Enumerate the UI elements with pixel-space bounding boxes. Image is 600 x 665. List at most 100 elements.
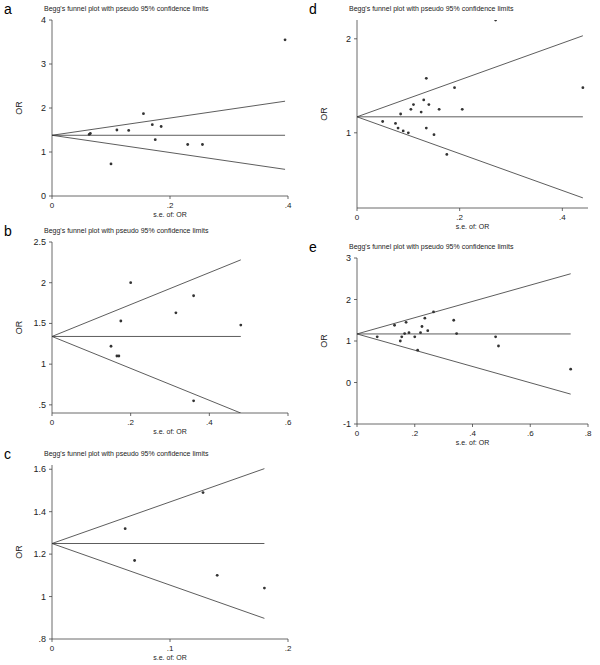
panel: bBegg's funnel plot with pseudo 95% conf…: [4, 223, 292, 435]
title: Begg's funnel plot with pseudo 95% confi…: [44, 5, 209, 13]
y-tick-label: 0: [41, 191, 46, 201]
x-tick: [288, 413, 289, 416]
point: [142, 112, 145, 115]
point: [133, 559, 136, 562]
y-tick: [49, 152, 52, 153]
x-axis-label: s.e. of: OR: [456, 439, 489, 446]
y-axis-label: OR: [319, 107, 329, 121]
point: [399, 113, 402, 116]
y-tick: [49, 242, 52, 243]
y-tick: [49, 511, 52, 512]
x-tick: [562, 208, 563, 211]
point: [494, 20, 497, 21]
y-axis-label: OR: [319, 334, 329, 348]
point: [581, 86, 584, 89]
y-tick-label: -1: [343, 419, 351, 429]
point: [427, 103, 430, 106]
x-tick-label: .2: [411, 429, 418, 438]
point: [175, 311, 178, 314]
y-tick: [354, 299, 357, 300]
y-tick: [49, 108, 52, 109]
point: [127, 129, 130, 132]
y-tick-label: 2: [346, 34, 351, 44]
point: [569, 368, 572, 371]
y-axis-label: OR: [14, 101, 24, 115]
y-tick: [49, 639, 52, 640]
point: [119, 320, 122, 323]
y-tick: [49, 64, 52, 65]
point: [399, 340, 402, 343]
point: [408, 331, 411, 334]
x-tick: [288, 639, 289, 642]
pooled-line: [52, 336, 241, 337]
x-tick-label: .2: [167, 201, 174, 210]
point: [423, 317, 426, 320]
y-tick: [354, 132, 357, 133]
y-axis: [52, 465, 53, 639]
point: [416, 349, 419, 352]
x-axis: [357, 208, 588, 209]
y-tick: [49, 20, 52, 21]
point: [397, 127, 400, 130]
upper-limit: [52, 469, 264, 544]
y-tick-label: 1.6: [33, 464, 46, 474]
title: Begg's funnel plot with pseudo 95% confi…: [349, 243, 514, 251]
point: [192, 399, 195, 402]
point: [426, 329, 429, 332]
point: [412, 103, 415, 106]
title: Begg's funnel plot with pseudo 95% confi…: [44, 227, 209, 235]
panel: a Begg's funnel plot with pseudo 95% conf…: [4, 1, 292, 218]
point: [452, 319, 455, 322]
point: [407, 131, 410, 134]
y-tick: [49, 323, 52, 324]
x-tick: [209, 413, 210, 416]
y-tick-label: 1: [41, 147, 46, 157]
lower-limit: [52, 336, 241, 413]
y-tick-label: 3: [41, 59, 46, 69]
point: [413, 335, 416, 338]
y-tick-label: 1: [346, 336, 351, 346]
lower-limit: [357, 334, 571, 394]
x-tick-label: .4: [559, 213, 566, 222]
y-tick-label: 1.4: [33, 507, 46, 517]
point: [89, 132, 92, 135]
point: [433, 133, 436, 136]
y-tick: [354, 38, 357, 39]
x-tick-label: 0: [50, 644, 55, 653]
point: [432, 311, 435, 314]
point: [445, 153, 448, 156]
x-tick-label: .2: [285, 644, 292, 653]
point: [117, 355, 120, 358]
y-tick: [354, 382, 357, 383]
x-tick-label: .6: [285, 418, 292, 427]
y-tick-label: 2: [346, 295, 351, 305]
lower-limit: [52, 135, 285, 169]
point: [381, 120, 384, 123]
x-tick: [459, 208, 460, 211]
point: [393, 324, 396, 327]
point: [110, 345, 113, 348]
x-tick: [414, 424, 415, 427]
panel-label: d: [309, 1, 317, 17]
y-tick: [49, 554, 52, 555]
point: [400, 335, 403, 338]
panel-label: a: [4, 1, 12, 17]
x-tick: [170, 639, 171, 642]
point: [453, 86, 456, 89]
y-axis-label: OR: [14, 545, 24, 559]
y-tick: [354, 258, 357, 259]
panel-label: c: [4, 446, 11, 462]
x-axis-label: s.e. of: OR: [153, 654, 186, 661]
y-tick-label: 1: [41, 359, 46, 369]
point: [494, 335, 497, 338]
point: [421, 325, 424, 328]
x-tick: [288, 196, 289, 199]
y-tick-label: .5: [38, 400, 46, 410]
y-tick: [49, 282, 52, 283]
x-tick-label: .1: [167, 644, 174, 653]
point: [394, 122, 397, 125]
point: [154, 138, 157, 141]
point: [419, 331, 422, 334]
upper-limit: [52, 260, 241, 337]
plot-area: [52, 260, 242, 413]
